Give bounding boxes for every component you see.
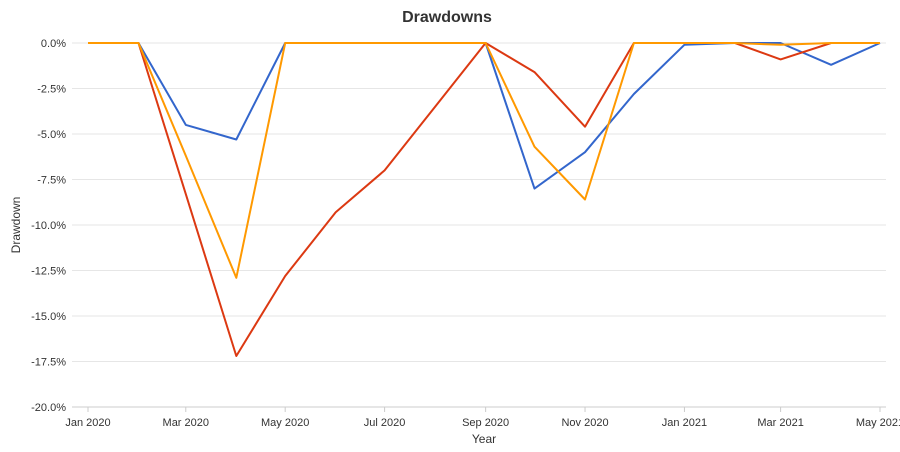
series-line-1: [88, 42, 881, 190]
x-tick-label: Jan 2021: [662, 417, 707, 429]
x-tick-label: Mar 2021: [757, 417, 803, 429]
y-tick-label: -2.5%: [37, 84, 66, 96]
x-tick-label: May 2021: [856, 417, 900, 429]
chart-title: Drawdowns: [402, 9, 492, 26]
x-axis-ticks: Jan 2020 Mar 2020 May 2020 Jul 2020 Sep 2020…: [65, 407, 900, 429]
series-line-2: [88, 42, 880, 357]
x-tick-label: Nov 2020: [561, 417, 608, 429]
x-axis-label: Year: [472, 432, 496, 446]
series-lines: [88, 42, 881, 357]
y-tick-label: -7.5%: [37, 175, 66, 187]
y-axis-ticks: 0.0% -2.5% -5.0% -7.5% -10.0% -12.5% -15.0% -17…: [31, 38, 66, 414]
x-tick-label: Jul 2020: [364, 417, 406, 429]
x-tick-label: Jan 2020: [65, 417, 110, 429]
y-tick-label: -5.0%: [37, 129, 66, 141]
x-tick-label: Sep 2020: [462, 417, 509, 429]
y-tick-label: -20.0%: [31, 402, 66, 414]
x-tick-label: Mar 2020: [163, 417, 209, 429]
y-tick-label: 0.0%: [41, 38, 66, 50]
series-line-3: [88, 42, 880, 279]
x-tick-label: May 2020: [261, 417, 309, 429]
y-tick-label: -10.0%: [31, 220, 66, 232]
y-axis-label: Drawdown: [9, 197, 23, 254]
y-tick-label: -15.0%: [31, 311, 66, 323]
y-tick-label: -12.5%: [31, 266, 66, 278]
gridlines: [72, 42, 886, 408]
y-tick-label: -17.5%: [31, 357, 66, 369]
